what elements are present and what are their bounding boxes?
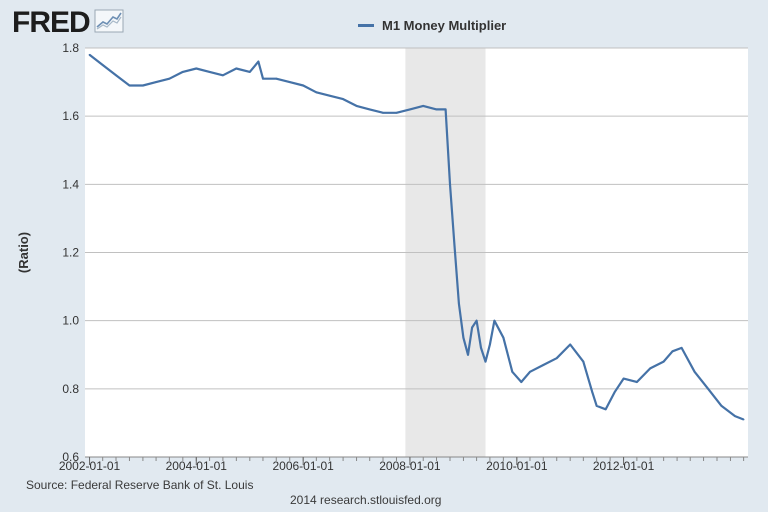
data-point — [693, 370, 696, 373]
legend-series-label: M1 Money Multiplier — [382, 18, 507, 33]
legend-series-swatch — [358, 24, 374, 27]
axes: 0.6 0.8 1.0 1.2 1.4 1.6 1.8 2002-01-01 2004-01-0… — [59, 41, 748, 470]
data-point — [315, 91, 318, 94]
data-point — [511, 370, 514, 373]
credit-text[interactable]: 2014 research.stlouisfed.org — [290, 493, 442, 507]
data-point — [613, 391, 616, 394]
data-point — [155, 81, 157, 83]
x-tick-label: 2004-01-01 — [166, 459, 228, 470]
x-tick-label: 2012-01-01 — [593, 459, 655, 470]
data-point — [520, 381, 523, 383]
data-point — [622, 377, 625, 380]
data-point — [302, 84, 305, 87]
data-point — [595, 404, 598, 407]
fred-logo[interactable]: FRED — [12, 8, 124, 38]
data-point — [328, 94, 331, 97]
data-point — [582, 360, 585, 363]
data-point — [168, 77, 171, 80]
data-point — [449, 183, 451, 186]
data-point — [604, 408, 607, 411]
data-point — [382, 111, 384, 114]
data-point — [480, 347, 482, 349]
source-text: Source: Federal Reserve Bank of St. Loui… — [26, 478, 254, 492]
data-point — [720, 404, 723, 407]
data-point — [142, 84, 144, 87]
data-point — [458, 302, 460, 305]
data-point — [368, 108, 371, 111]
data-point — [707, 387, 709, 390]
data-point — [493, 319, 496, 322]
y-tick-label: 1.0 — [62, 314, 79, 328]
data-point — [680, 347, 683, 349]
x-tick-label: 2002-01-01 — [59, 459, 121, 470]
chart-legend[interactable]: M1 Money Multiplier — [358, 18, 506, 33]
data-point — [475, 319, 478, 322]
data-point — [181, 70, 184, 73]
data-point — [555, 357, 558, 360]
data-point — [467, 353, 469, 356]
data-point — [435, 108, 438, 111]
data-point — [635, 381, 638, 383]
y-tick-label: 0.6 — [62, 450, 79, 464]
y-tick-label: 1.8 — [62, 41, 79, 55]
y-tick-label: 1.6 — [62, 109, 79, 123]
data-point — [195, 67, 198, 70]
data-point — [471, 326, 473, 329]
data-point — [235, 67, 238, 70]
data-point — [355, 105, 358, 107]
fred-logo-text: FRED — [12, 6, 91, 39]
data-point — [221, 74, 224, 77]
x-tick-label: 2006-01-01 — [272, 459, 334, 470]
data-point — [742, 418, 745, 421]
data-point — [591, 391, 594, 394]
y-tick-label: 1.4 — [62, 177, 79, 191]
x-tick-label: 2010-01-01 — [486, 459, 548, 470]
data-point — [342, 98, 344, 101]
data-point — [649, 367, 652, 370]
data-point — [262, 77, 264, 80]
data-point — [489, 343, 491, 346]
series-layer — [88, 53, 745, 421]
data-point — [208, 70, 211, 73]
data-point — [462, 336, 465, 339]
data-point — [248, 70, 251, 73]
data-point — [288, 81, 291, 83]
y-axis-label: (Ratio) — [16, 232, 31, 273]
data-point — [542, 364, 545, 366]
data-point — [662, 360, 665, 363]
trend-graph-icon — [94, 9, 124, 38]
y-tick-label: 0.8 — [62, 382, 79, 396]
data-point — [484, 360, 487, 363]
data-point — [101, 64, 104, 66]
data-point — [734, 415, 736, 417]
x-tick-label: 2008-01-01 — [379, 459, 441, 470]
data-point — [128, 84, 131, 87]
data-point — [453, 244, 456, 247]
data-point — [115, 74, 117, 77]
data-point — [257, 60, 260, 63]
data-point — [671, 350, 674, 353]
data-point — [569, 343, 572, 346]
data-point — [409, 108, 411, 111]
y-tick-label: 1.2 — [62, 246, 79, 260]
data-point — [422, 105, 425, 107]
data-point — [88, 53, 91, 56]
data-point — [502, 336, 505, 339]
data-point — [395, 111, 398, 114]
data-point — [529, 370, 531, 373]
data-point — [444, 108, 447, 111]
data-point — [275, 77, 278, 80]
chart-area: 0.6 0.8 1.0 1.2 1.4 1.6 1.8 2002-01-01 2004-01-0… — [16, 41, 748, 470]
